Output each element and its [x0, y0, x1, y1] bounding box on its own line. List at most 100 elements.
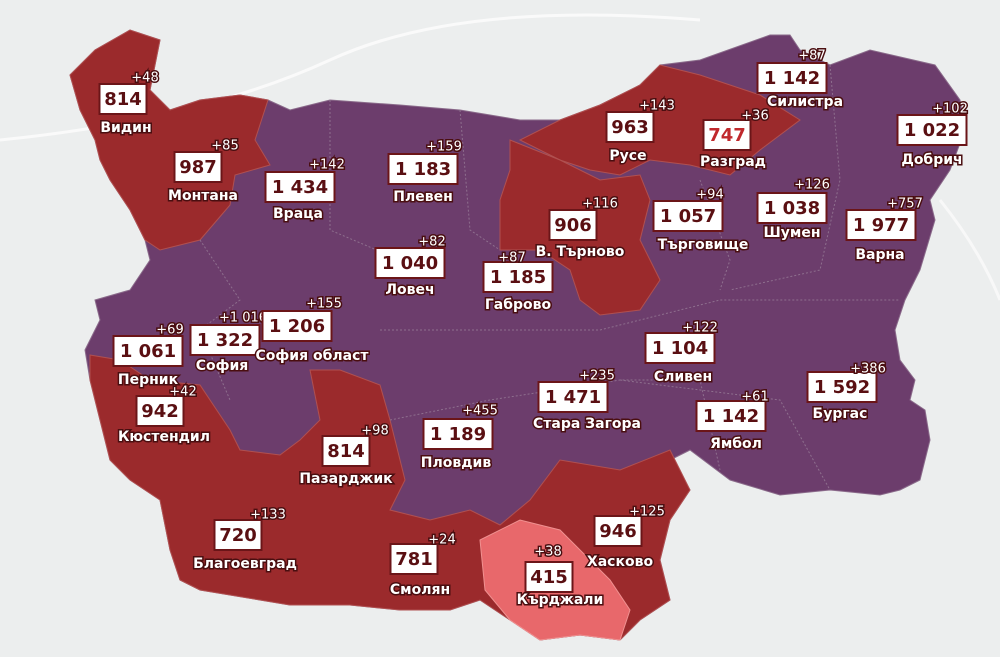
- case-count: 1 142: [764, 68, 820, 89]
- value-box: [537, 381, 609, 413]
- border: [459, 109, 501, 251]
- region-name: Силистра: [767, 94, 843, 110]
- new-cases: +122: [682, 321, 718, 336]
- region-name: Габрово: [485, 297, 552, 313]
- region-label: 814 Видин +48: [98, 69, 160, 138]
- region-label: 1 022 Добрич +102: [896, 100, 969, 170]
- region-name: Варна: [855, 247, 904, 263]
- region-label: 1 142 Силистра +87: [756, 47, 845, 112]
- case-count: 747: [708, 125, 746, 146]
- value-box: [387, 153, 459, 185]
- value-box: [213, 519, 263, 551]
- case-count: 1 038: [764, 198, 820, 219]
- region-name: Пазарджик: [299, 471, 393, 487]
- border: [729, 64, 841, 291]
- region-label: 720 Благоевград +133: [192, 506, 299, 574]
- region-name: Перник: [118, 372, 179, 388]
- value-box: [173, 151, 223, 183]
- region-name: Враца: [273, 206, 323, 222]
- case-count: 814: [327, 441, 365, 462]
- region-name: Монтана: [168, 188, 238, 204]
- value-box: [374, 247, 446, 279]
- region-label: 1 038 Шумен +126: [756, 176, 831, 243]
- region-label: 1 183 Плевен +159: [387, 138, 463, 207]
- new-cases: +24: [428, 533, 455, 548]
- new-cases: +38: [534, 545, 561, 560]
- region-name: Благоевград: [193, 556, 297, 572]
- new-cases: +48: [131, 71, 158, 86]
- value-box: [321, 435, 371, 467]
- new-cases: +102: [932, 102, 968, 117]
- value-box: [482, 261, 554, 293]
- region-label: 1 189 Пловдив +455: [419, 402, 499, 473]
- region-name: В. Търново: [536, 244, 625, 260]
- new-cases: +1 016: [219, 311, 267, 326]
- region-name: Търговище: [658, 237, 749, 253]
- new-cases: +125: [629, 505, 665, 520]
- case-count: 1 977: [853, 215, 909, 236]
- case-count: 1 040: [382, 253, 438, 274]
- region-name: Кюстендил: [118, 429, 210, 445]
- value-box: [264, 171, 336, 203]
- region-name: Смолян: [390, 582, 450, 598]
- value-box: [806, 371, 878, 403]
- new-cases: +94: [696, 188, 723, 203]
- case-count: 906: [554, 215, 592, 236]
- value-box: [896, 114, 968, 146]
- case-count: 1 434: [272, 177, 328, 198]
- case-count: 1 185: [490, 267, 546, 288]
- region-name: Видин: [100, 120, 151, 136]
- value-box: [189, 324, 261, 356]
- new-cases: +116: [582, 197, 618, 212]
- value-box: [756, 192, 828, 224]
- region-label: 1 206 София област +155: [254, 295, 371, 366]
- new-cases: +143: [639, 99, 675, 114]
- case-count: 1 104: [652, 338, 708, 359]
- new-cases: +159: [426, 140, 462, 155]
- case-count: 1 471: [545, 387, 601, 408]
- region-label: 747 Разград +36: [699, 107, 771, 172]
- value-box: [548, 209, 598, 241]
- region-name: Разград: [700, 154, 766, 170]
- case-count: 946: [599, 521, 637, 542]
- new-cases: +69: [156, 323, 183, 338]
- case-count: 1 592: [814, 377, 870, 398]
- region-name: Ловеч: [385, 282, 434, 298]
- value-box: [524, 561, 574, 593]
- case-count: 1 183: [395, 159, 451, 180]
- region-name: Сливен: [654, 369, 712, 385]
- case-count: 781: [395, 549, 433, 570]
- new-cases: +155: [306, 297, 342, 312]
- region-label: 946 Хасково +125: [585, 503, 666, 572]
- new-cases: +36: [741, 109, 768, 124]
- case-count: 1 142: [703, 406, 759, 427]
- case-count: 1 322: [197, 330, 253, 351]
- case-count: 987: [179, 157, 217, 178]
- new-cases: +235: [579, 369, 615, 384]
- value-box: [702, 119, 752, 151]
- case-count: 963: [611, 117, 649, 138]
- border: [380, 299, 900, 331]
- region-label: 814 Пазарджик +98: [298, 422, 395, 489]
- border: [619, 379, 831, 491]
- region-label: 1 104 Сливен +122: [644, 319, 719, 387]
- region-label: 1 322 София +1 016: [189, 309, 269, 376]
- region-name: София: [196, 358, 249, 374]
- region-label: 1 040 Ловеч +82: [374, 233, 447, 300]
- region-label: 963 Русе +143: [605, 97, 676, 166]
- new-cases: +85: [211, 139, 238, 154]
- region-name: Ямбол: [710, 436, 762, 452]
- region-name: Русе: [609, 148, 646, 164]
- region-label: 1 592 Бургас +386: [806, 360, 887, 424]
- new-cases: +455: [462, 404, 498, 419]
- value-box: [756, 62, 828, 94]
- value-box: [845, 209, 917, 241]
- case-count: 1 061: [120, 341, 176, 362]
- new-cases: +142: [309, 158, 345, 173]
- region-label: 1 061 Перник +69: [112, 321, 185, 390]
- region-name: Кърджали: [517, 592, 604, 608]
- value-box: [98, 83, 148, 115]
- new-cases: +87: [498, 251, 525, 266]
- region-label: 987 Монтана +85: [167, 137, 241, 206]
